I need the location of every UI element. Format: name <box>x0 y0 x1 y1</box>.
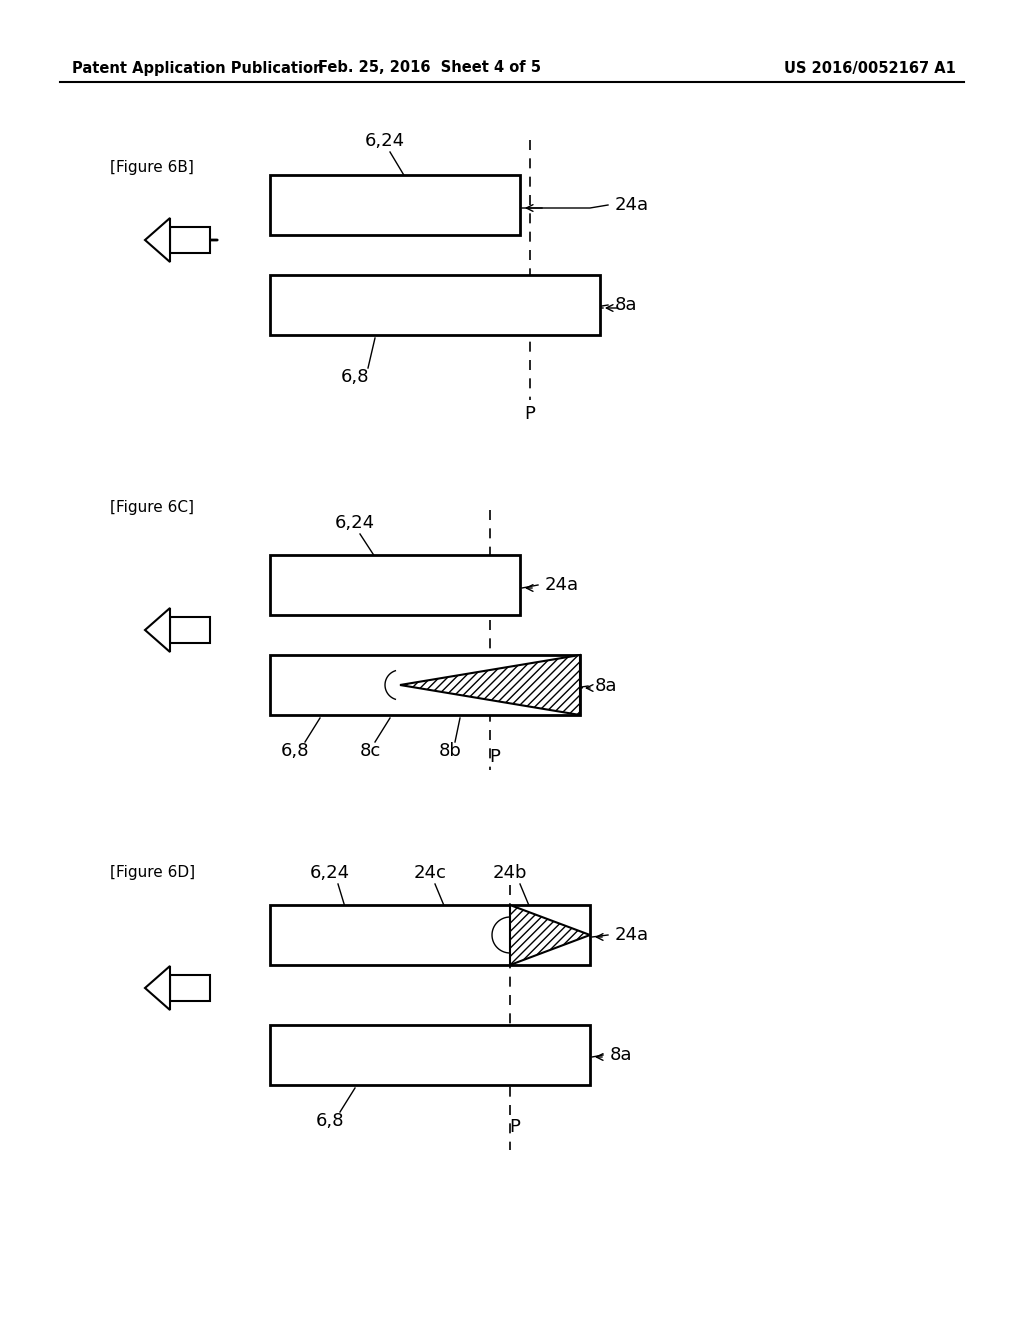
Text: 8a: 8a <box>595 677 617 696</box>
Text: 24c: 24c <box>414 865 446 882</box>
Bar <box>270 176 520 235</box>
Text: 6,8: 6,8 <box>341 368 370 385</box>
Polygon shape <box>145 966 170 1010</box>
Bar <box>170 616 210 643</box>
Text: P: P <box>524 405 536 422</box>
Bar <box>170 227 210 253</box>
Text: 6,24: 6,24 <box>365 132 406 150</box>
Text: 24a: 24a <box>615 195 649 214</box>
Text: P: P <box>489 748 501 766</box>
Text: 6,8: 6,8 <box>281 742 309 760</box>
Bar <box>270 554 520 615</box>
Polygon shape <box>400 655 580 715</box>
Text: P: P <box>510 1118 520 1137</box>
Text: 24b: 24b <box>493 865 527 882</box>
Text: 6,8: 6,8 <box>315 1111 344 1130</box>
Text: [Figure 6C]: [Figure 6C] <box>110 500 194 515</box>
Text: 8a: 8a <box>615 296 638 314</box>
Polygon shape <box>510 906 590 965</box>
Text: Feb. 25, 2016  Sheet 4 of 5: Feb. 25, 2016 Sheet 4 of 5 <box>318 61 542 75</box>
Text: 8a: 8a <box>610 1045 633 1064</box>
Bar <box>170 975 210 1001</box>
Bar <box>270 1026 590 1085</box>
Polygon shape <box>145 218 170 261</box>
Text: [Figure 6D]: [Figure 6D] <box>110 865 196 880</box>
Text: 8c: 8c <box>359 742 381 760</box>
Text: 24a: 24a <box>545 576 580 594</box>
Text: Patent Application Publication: Patent Application Publication <box>72 61 324 75</box>
Text: [Figure 6B]: [Figure 6B] <box>110 160 194 176</box>
Bar <box>270 906 590 965</box>
Text: 6,24: 6,24 <box>335 513 375 532</box>
Text: 24a: 24a <box>615 927 649 944</box>
Bar <box>270 275 600 335</box>
Polygon shape <box>145 609 170 652</box>
Bar <box>270 655 580 715</box>
Text: 8b: 8b <box>438 742 462 760</box>
Text: US 2016/0052167 A1: US 2016/0052167 A1 <box>784 61 956 75</box>
Text: 6,24: 6,24 <box>310 865 350 882</box>
